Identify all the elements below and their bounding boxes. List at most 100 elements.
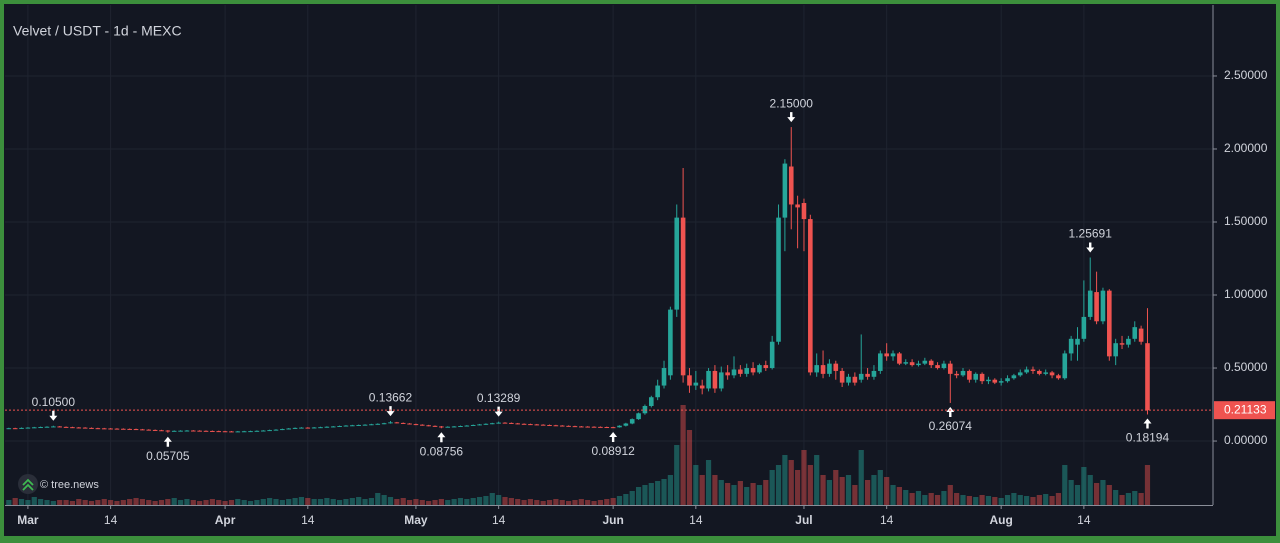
candle-body: [954, 373, 959, 376]
x-tick-label: May: [404, 513, 428, 527]
candle-body: [95, 428, 101, 430]
candle-body: [725, 372, 730, 376]
volume-bar: [960, 495, 966, 505]
volume-bar: [368, 498, 375, 505]
annotation-arrow: [163, 436, 172, 447]
x-tick-label: Aug: [990, 513, 1013, 527]
volume-bar: [158, 500, 165, 505]
candle-body: [534, 424, 540, 426]
candle-body: [1138, 328, 1144, 342]
candle-body: [152, 429, 158, 431]
candle-body: [515, 423, 521, 425]
volume-bar: [476, 497, 483, 505]
volume-bar: [387, 497, 394, 505]
y-tick-label: 1.00000: [1224, 287, 1268, 301]
volume-bar: [858, 450, 864, 505]
volume-bar: [76, 499, 82, 505]
annotation-label: 0.26074: [929, 419, 973, 433]
volume-bar: [222, 501, 228, 505]
volume-bar: [356, 497, 362, 505]
volume-bar: [1074, 485, 1081, 505]
volume-bar: [317, 499, 324, 505]
candle-body: [858, 373, 864, 380]
candle-body: [699, 385, 705, 389]
candle-body: [979, 373, 985, 382]
candle-body: [884, 353, 889, 357]
grid: [5, 5, 1213, 505]
volume-bar: [496, 495, 502, 505]
candle-body: [159, 430, 164, 432]
candle-body: [852, 376, 858, 383]
annotation-arrow: [494, 406, 503, 417]
candle-body: [1107, 290, 1112, 357]
candle-body: [820, 365, 826, 374]
volume-bar: [966, 496, 972, 505]
candle-body: [356, 424, 361, 426]
volume-bar: [1068, 480, 1074, 505]
candle-body: [229, 431, 234, 433]
candle-body: [782, 163, 788, 218]
candle-body: [865, 373, 870, 377]
watermark-chevrons: [22, 478, 34, 491]
volume-bar: [566, 501, 572, 505]
x-tick-label: Mar: [17, 513, 39, 527]
volume-bar: [553, 499, 559, 505]
volume-bar: [177, 500, 184, 505]
candle-body: [1068, 338, 1074, 354]
volume-bar: [534, 500, 540, 505]
candle-body: [922, 360, 928, 364]
volume-bar: [69, 501, 76, 505]
volume-bar: [457, 498, 464, 505]
candle-body: [184, 430, 190, 432]
candle-body: [757, 365, 762, 373]
volume-bar: [114, 501, 120, 505]
candle-body: [661, 368, 667, 386]
candle-body: [324, 426, 330, 428]
candle-body: [362, 424, 368, 426]
candle-body: [744, 368, 750, 374]
volume-bar: [852, 485, 858, 505]
volume-bar: [527, 499, 534, 505]
x-tick-label: 14: [1077, 513, 1091, 527]
candle-body: [680, 217, 686, 376]
candle-body: [311, 427, 317, 429]
volume-bar: [5, 499, 6, 505]
candle-body: [140, 429, 145, 431]
candle-body: [960, 370, 966, 376]
candle-body: [108, 428, 113, 430]
volume-bar: [839, 477, 845, 505]
candle-body: [38, 427, 43, 429]
volume-bar: [1043, 494, 1049, 505]
candle-body: [1062, 353, 1068, 379]
candle-body: [769, 341, 775, 369]
candle-body: [846, 376, 851, 383]
volume-bar: [769, 470, 775, 505]
volume-bar: [820, 475, 826, 505]
volume-bar: [705, 460, 712, 505]
candle-body: [477, 424, 482, 426]
annotation-arrow: [787, 112, 796, 123]
volume-bar: [311, 499, 317, 505]
candle-body: [763, 365, 769, 369]
volume-bar: [756, 485, 763, 505]
volume-bar: [1119, 495, 1125, 505]
volume-bar: [693, 465, 699, 505]
candle-body: [82, 427, 88, 429]
candle-body: [426, 425, 431, 427]
candle-body: [451, 426, 457, 428]
volume-bar: [763, 480, 769, 505]
volume-bar: [483, 496, 489, 505]
volume-bar: [629, 491, 635, 505]
candle-body: [496, 422, 501, 424]
volume-bar: [623, 494, 629, 505]
volume-bar: [165, 499, 171, 505]
candle-body: [439, 426, 444, 428]
candle-body: [750, 368, 756, 373]
volume-bar: [954, 493, 960, 505]
volume-bar: [139, 499, 146, 505]
volume-bar: [362, 499, 368, 505]
candle-body: [636, 413, 641, 420]
volume-bar: [1125, 493, 1131, 505]
candle-body: [114, 428, 120, 430]
volume-bar: [864, 480, 871, 505]
